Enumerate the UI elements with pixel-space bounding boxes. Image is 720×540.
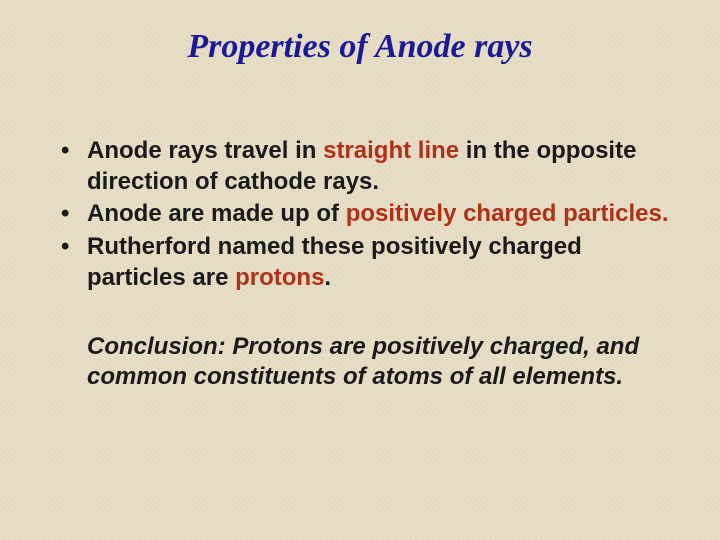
list-item: Anode are made up of positively charged … (67, 199, 675, 230)
slide-title: Properties of Anode rays (45, 28, 675, 66)
list-item: Rutherford named these positively charge… (67, 232, 675, 293)
list-item: Anode rays travel in straight line in th… (67, 136, 675, 197)
bullet-text-pre: Rutherford named these positively charge… (87, 233, 582, 291)
bullet-text-highlight: positively charged particles. (346, 200, 669, 227)
bullet-text-highlight: straight line (323, 137, 466, 164)
conclusion-text: Conclusion: Protons are positively charg… (45, 332, 675, 393)
bullet-text-pre: Anode are made up of (87, 200, 346, 227)
bullet-text-pre: Anode rays travel in (87, 137, 323, 164)
bullet-text-post: . (324, 264, 331, 291)
bullet-text-highlight: protons (235, 264, 324, 291)
bullet-list: Anode rays travel in straight line in th… (45, 136, 675, 294)
